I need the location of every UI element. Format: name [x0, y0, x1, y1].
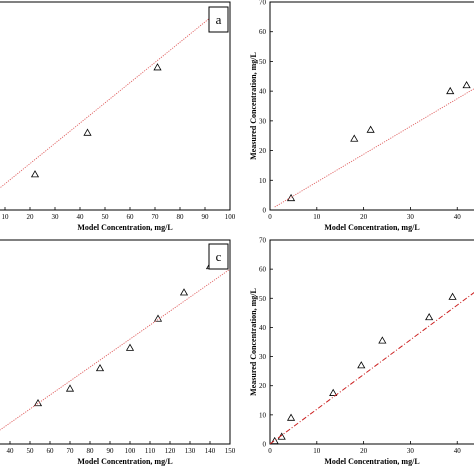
y-tick-label: 40: [259, 324, 267, 332]
x-tick-label: 70: [152, 213, 160, 221]
x-tick-label: 20: [27, 213, 35, 221]
y-tick-label: 70: [259, 0, 267, 7]
data-point: [462, 80, 471, 89]
x-tick-label: 70: [67, 447, 75, 455]
data-point: [277, 432, 286, 440]
plot-frame: [269, 239, 474, 445]
y-tick-label: 50: [259, 58, 267, 66]
x-tick-label: 90: [202, 213, 210, 221]
x-tick-label: 100: [125, 447, 136, 455]
data-point: [446, 86, 455, 95]
plot-frame: [0, 1, 231, 211]
fit-line: [270, 292, 474, 444]
y-tick-label: 20: [259, 382, 267, 390]
data-point: [95, 364, 105, 372]
x-tick-label: 80: [87, 447, 95, 455]
data-point: [270, 436, 279, 444]
x-tick-label: 20: [360, 213, 368, 221]
fit-line: [274, 88, 474, 208]
x-tick-label: 60: [127, 213, 135, 221]
data-point: [425, 313, 434, 321]
data-point: [153, 63, 162, 71]
x-tick-label: 0: [268, 447, 272, 455]
x-tick-label: 50: [102, 213, 110, 221]
y-tick-label: 60: [259, 28, 267, 36]
y-tick-label: 30: [259, 353, 267, 361]
fit-line: [0, 268, 230, 431]
plot-area: [274, 80, 474, 208]
x-tick-label: 60: [47, 447, 55, 455]
data-point: [30, 170, 40, 178]
y-axis-title: Measured Concentration, mg/L: [249, 52, 258, 160]
chart-panel-1: 10 20 30 40 50 60 70 80 90 100 Model Concentration…: [0, 1, 236, 232]
data-point: [329, 388, 338, 396]
panel-label-box: [208, 6, 229, 33]
y-tick-label: 0: [263, 207, 267, 215]
plot-frame: [269, 1, 474, 211]
x-tick-label: 10: [2, 213, 10, 221]
x-axis-title: Model Concentration, mg/L: [324, 457, 419, 466]
data-point: [350, 134, 359, 142]
x-tick-label: 100: [225, 213, 236, 221]
data-point: [179, 288, 189, 296]
data-point: [448, 292, 457, 300]
x-tick-label: 90: [107, 447, 115, 455]
y-tick-label: 30: [259, 117, 267, 125]
data-point: [357, 361, 366, 369]
x-axis-title: Model Concentration, mg/L: [324, 223, 419, 232]
data-point: [286, 193, 296, 202]
x-tick-label: 120: [165, 447, 176, 455]
y-tick-label: 0: [263, 441, 267, 449]
x-tick-label: 40: [77, 213, 85, 221]
chart-panel-3: 30405060708090100110120130140150Model Co…: [0, 239, 236, 466]
x-tick-label: 40: [454, 447, 462, 455]
y-axis-title: Measured Concentration, mg/L: [249, 288, 258, 396]
data-point: [286, 413, 296, 421]
x-tick-label: 130: [185, 447, 196, 455]
data-point: [125, 343, 135, 351]
x-tick-label: 110: [145, 447, 156, 455]
data-point: [378, 336, 387, 344]
x-tick-label: 50: [27, 447, 35, 455]
plot-area: [0, 13, 216, 189]
x-tick-label: 10: [313, 447, 321, 455]
panel-label: a: [216, 12, 222, 27]
x-tick-label: 30: [407, 213, 415, 221]
chart-panel-2: 0 10 20 30 40 0 10 20 30 40 50 60 70 Model Concentrat…: [249, 0, 474, 232]
chart-panel-4: 0 10 20 30 40 0 10 20 30 40 50 60 70 Model Concentrat…: [249, 237, 474, 466]
x-tick-label: 150: [225, 447, 236, 455]
plot-area: [270, 292, 474, 444]
panel-label-box: [208, 243, 229, 270]
data-point: [153, 314, 163, 322]
y-tick-label: 20: [259, 147, 267, 155]
x-tick-label: 40: [7, 447, 15, 455]
x-tick-label: 10: [313, 213, 321, 221]
y-tick-label: 40: [259, 88, 267, 96]
y-tick-label: 50: [259, 295, 267, 303]
x-tick-label: 80: [177, 213, 185, 221]
plot-area: [0, 262, 230, 431]
data-point: [65, 384, 75, 392]
x-axis-title: Model Concentration, mg/L: [77, 457, 172, 466]
data-point: [366, 125, 375, 133]
x-tick-label: 30: [407, 447, 415, 455]
data-point: [83, 128, 92, 136]
x-tick-label: 30: [52, 213, 60, 221]
y-tick-label: 70: [259, 237, 267, 245]
x-tick-label: 0: [268, 213, 272, 221]
x-axis-title: Model Concentration, mg/L: [77, 223, 172, 232]
x-tick-label: 40: [454, 213, 462, 221]
x-tick-label: 140: [205, 447, 216, 455]
x-tick-label: 20: [360, 447, 368, 455]
y-tick-label: 60: [259, 266, 267, 274]
y-tick-label: 10: [259, 177, 267, 185]
plot-frame: [0, 239, 231, 445]
y-tick-label: 10: [259, 411, 267, 419]
panel-label: c: [216, 249, 222, 264]
